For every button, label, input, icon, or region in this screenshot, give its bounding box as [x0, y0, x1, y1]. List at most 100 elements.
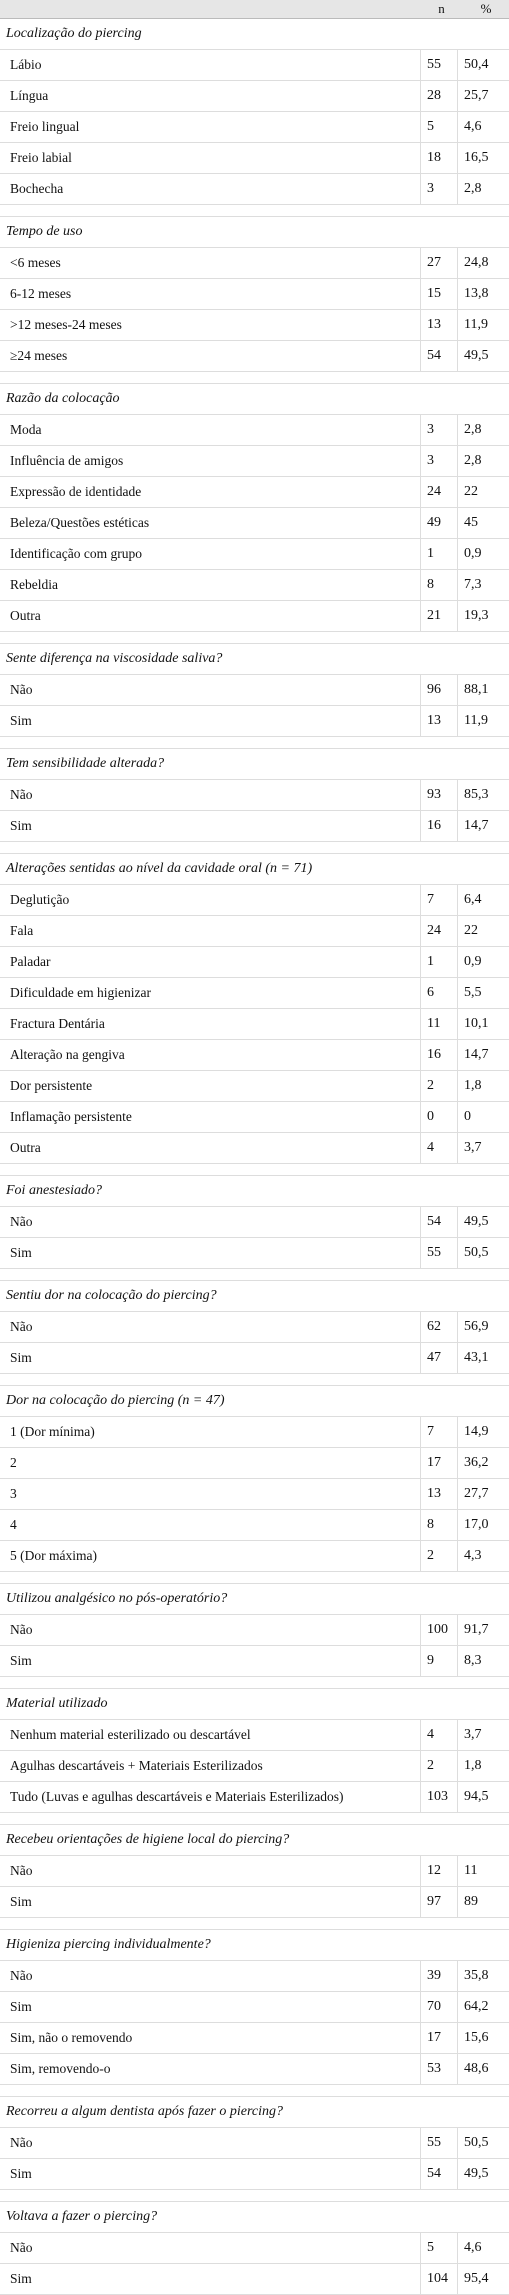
data-row: 3 13 27,7 [0, 1479, 509, 1510]
row-label: <6 meses [10, 255, 61, 270]
row-label: Língua [10, 88, 49, 103]
data-row: Influência de amigos 3 2,8 [0, 446, 509, 477]
percent-cell: 49,5 [457, 341, 509, 371]
section-title-row: Dor na colocação do piercing (n = 47) [0, 1386, 509, 1417]
percent-cell: 4,3 [457, 1541, 509, 1571]
row-label: Inflamação persistente [10, 1109, 132, 1124]
percent-cell: 19,3 [457, 601, 509, 631]
row-label: Bochecha [10, 181, 64, 196]
row-label: Identificação com grupo [10, 546, 142, 561]
row-label: ≥24 meses [10, 348, 68, 363]
percent-cell: 49,5 [457, 1207, 509, 1237]
count-cell: 11 [420, 1009, 457, 1039]
count-cell: 13 [420, 706, 457, 736]
percent-cell: 88,1 [457, 675, 509, 705]
row-label: Influência de amigos [10, 453, 124, 468]
count-cell: 55 [420, 2128, 457, 2158]
percent-cell: 7,3 [457, 570, 509, 600]
percent-cell: 4,6 [457, 112, 509, 142]
row-label: Nenhum material esterilizado ou descartá… [10, 1727, 251, 1742]
data-row: Sim 54 49,5 [0, 2159, 509, 2190]
percent-cell: 95,4 [457, 2264, 509, 2294]
row-label: Sim, removendo-o [10, 2061, 111, 2076]
count-cell: 96 [420, 675, 457, 705]
percent-cell: 2,8 [457, 174, 509, 204]
data-row: Agulhas descartáveis + Materiais Esteril… [0, 1751, 509, 1782]
count-cell: 3 [420, 415, 457, 445]
percent-cell: 2,8 [457, 415, 509, 445]
percent-cell: 0,9 [457, 947, 509, 977]
percent-cell: 0,9 [457, 539, 509, 569]
percent-cell: 56,9 [457, 1312, 509, 1342]
data-row: Sim 47 43,1 [0, 1343, 509, 1374]
data-row: Inflamação persistente 0 0 [0, 1102, 509, 1133]
count-cell: 17 [420, 2023, 457, 2053]
data-row: Beleza/Questões estéticas 49 45 [0, 508, 509, 539]
row-label: Lábio [10, 57, 42, 72]
row-label: Tudo (Luvas e agulhas descartáveis e Mat… [10, 1789, 344, 1804]
section-title-row: Sentiu dor na colocação do piercing? [0, 1281, 509, 1312]
count-cell: 17 [420, 1448, 457, 1478]
count-cell: 104 [420, 2264, 457, 2294]
data-row: 5 (Dor máxima) 2 4,3 [0, 1541, 509, 1572]
section-title-row: Material utilizado [0, 1689, 509, 1720]
data-row: Não 62 56,9 [0, 1312, 509, 1343]
count-cell: 97 [420, 1887, 457, 1917]
row-label: Não [10, 787, 33, 802]
row-label: Não [10, 1622, 33, 1637]
percent-cell: 94,5 [457, 1782, 509, 1812]
data-row: Sim, não o removendo 17 15,6 [0, 2023, 509, 2054]
count-cell: 54 [420, 1207, 457, 1237]
data-row: Lábio 55 50,4 [0, 50, 509, 81]
count-cell: 2 [420, 1071, 457, 1101]
count-cell: 21 [420, 601, 457, 631]
header-cell: % [480, 1, 492, 16]
percent-cell: 14,7 [457, 1040, 509, 1070]
section-title: Voltava a fazer o piercing? [6, 2209, 158, 2224]
count-cell: 18 [420, 143, 457, 173]
percent-cell: 45 [457, 508, 509, 538]
percent-cell: 3,7 [457, 1133, 509, 1163]
row-label: 2 [10, 1455, 17, 1470]
row-label: 1 (Dor mínima) [10, 1424, 95, 1439]
percent-cell: 5,5 [457, 978, 509, 1008]
row-label: Alteração na gengiva [10, 1047, 125, 1062]
row-label: Moda [10, 422, 42, 437]
spacer [0, 1572, 509, 1584]
row-label: Paladar [10, 954, 51, 969]
data-row: Sim 16 14,7 [0, 811, 509, 842]
row-label: Não [10, 2240, 33, 2255]
percent-cell: 85,3 [457, 780, 509, 810]
data-row: Não 54 49,5 [0, 1207, 509, 1238]
data-row: Rebeldia 8 7,3 [0, 570, 509, 601]
section-title: Sentiu dor na colocação do piercing? [6, 1288, 217, 1303]
percent-cell: 16,5 [457, 143, 509, 173]
data-row: Não 5 4,6 [0, 2233, 509, 2264]
data-row: Outra 21 19,3 [0, 601, 509, 632]
percent-cell: 2,8 [457, 446, 509, 476]
count-cell: 24 [420, 477, 457, 507]
count-cell: 2 [420, 1751, 457, 1781]
section-title: Foi anestesiado? [6, 1183, 103, 1198]
row-label: Sim, não o removendo [10, 2030, 133, 2045]
data-row: Deglutição 7 6,4 [0, 885, 509, 916]
spacer [0, 2190, 509, 2202]
row-label: Não [10, 2135, 33, 2150]
row-label: 4 [10, 1517, 17, 1532]
count-cell: 47 [420, 1343, 457, 1373]
count-cell: 27 [420, 248, 457, 278]
count-cell: 9 [420, 1646, 457, 1676]
spacer [0, 205, 509, 217]
spacer [0, 1269, 509, 1281]
data-row: Outra 4 3,7 [0, 1133, 509, 1164]
count-cell: 7 [420, 1417, 457, 1447]
count-cell: 5 [420, 2233, 457, 2263]
count-cell: 55 [420, 50, 457, 80]
percent-cell: 0 [457, 1102, 509, 1132]
percent-cell: 50,4 [457, 50, 509, 80]
row-label: Freio lingual [10, 119, 80, 134]
data-row: Identificação com grupo 1 0,9 [0, 539, 509, 570]
data-row: Tudo (Luvas e agulhas descartáveis e Mat… [0, 1782, 509, 1813]
data-row: Bochecha 3 2,8 [0, 174, 509, 205]
